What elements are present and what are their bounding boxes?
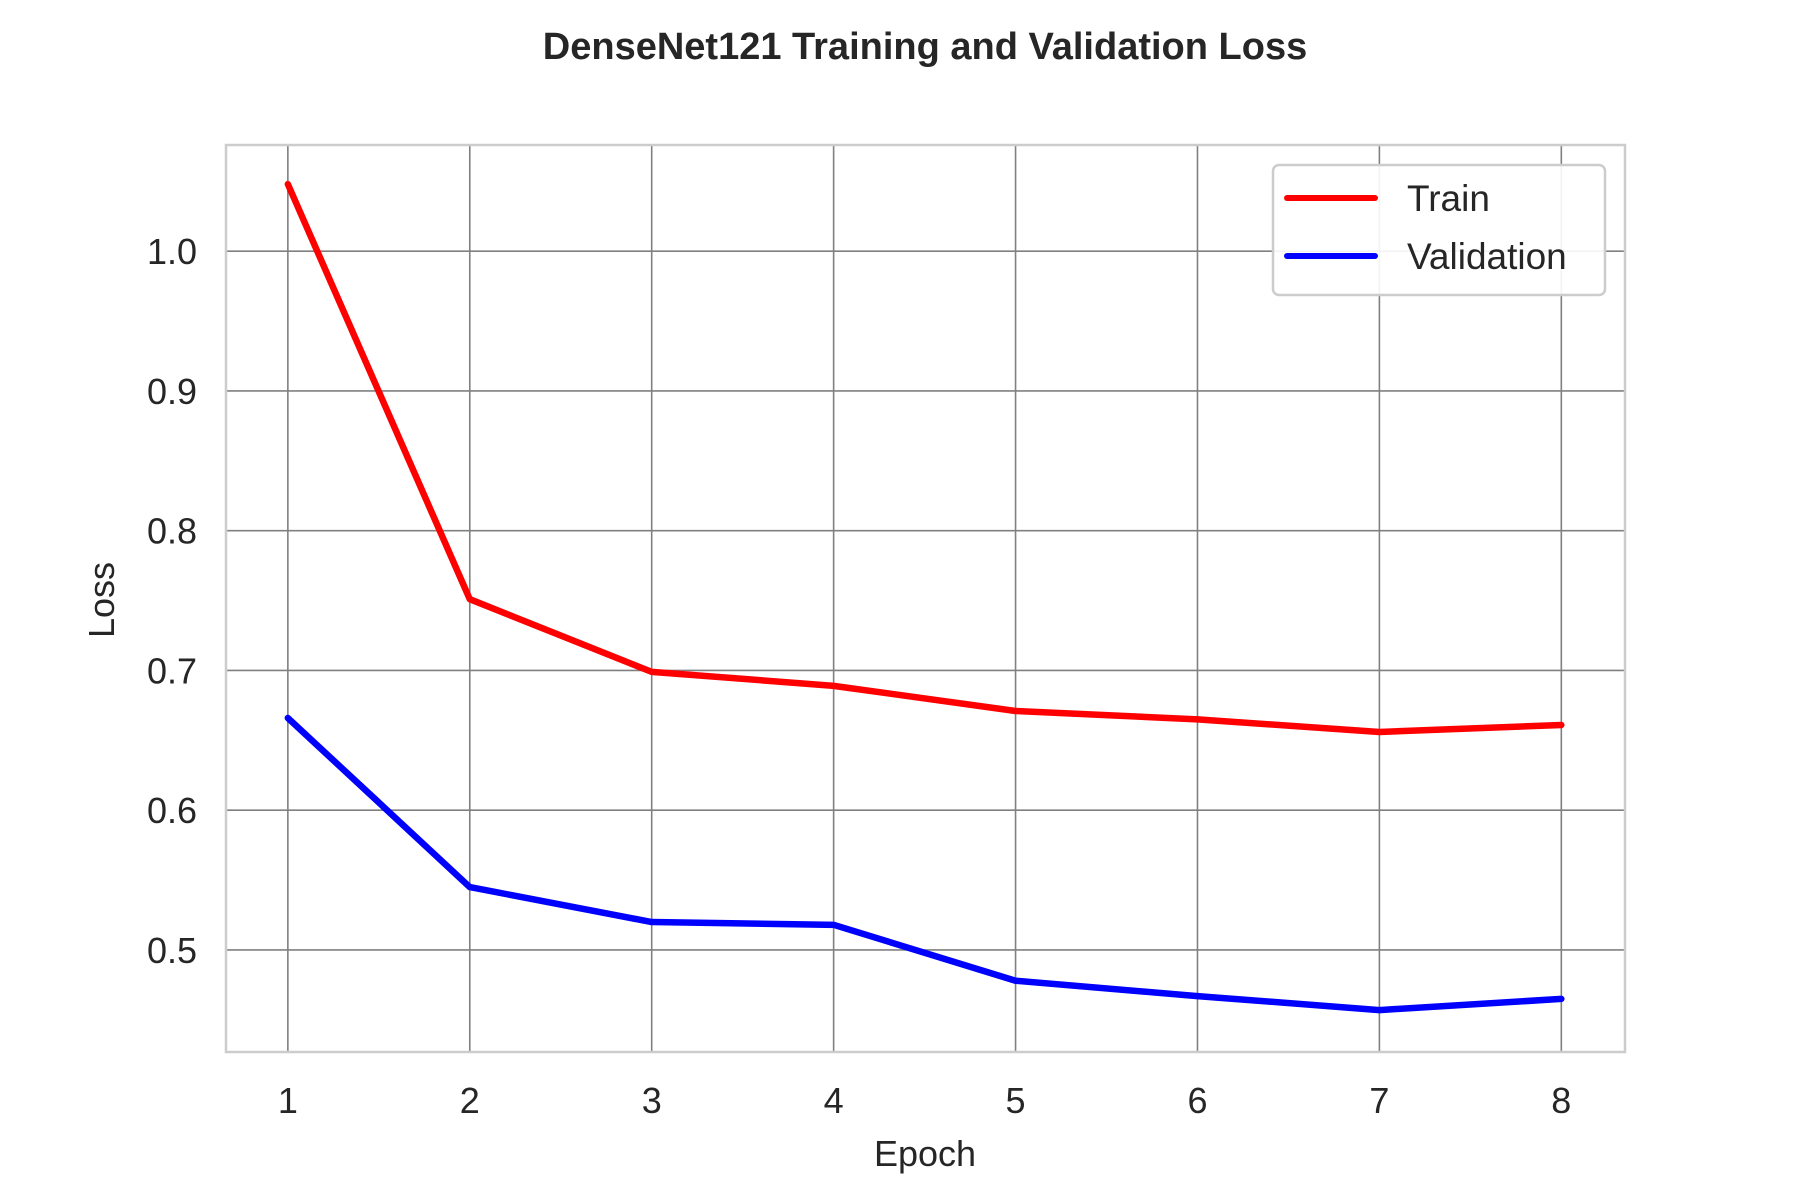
chart-title: DenseNet121 Training and Validation Loss (543, 26, 1307, 68)
x-tick-label: 7 (1369, 1080, 1389, 1121)
y-tick-label: 0.6 (147, 790, 197, 831)
y-tick-label: 1.0 (147, 231, 197, 272)
legend-label-validation: Validation (1407, 236, 1567, 277)
legend: Train Validation (1271, 163, 1607, 297)
x-tick-label: 1 (278, 1080, 298, 1121)
x-tick-label: 4 (824, 1080, 844, 1121)
y-tick-label: 0.8 (147, 511, 197, 552)
series-line-train (284, 180, 1565, 736)
y-tick-label: 0.5 (147, 930, 197, 971)
y-tick-label: 0.9 (147, 371, 197, 412)
y-axis-ticks: 0.5 0.6 0.7 0.8 0.9 1.0 (147, 231, 197, 971)
series-line-validation (284, 714, 1565, 1014)
x-tick-label: 8 (1551, 1080, 1571, 1121)
legend-label-train: Train (1407, 178, 1490, 219)
plot-frame (224, 143, 1627, 1054)
x-axis-ticks: 1 2 3 4 5 6 7 8 (278, 1080, 1572, 1121)
x-tick-label: 2 (460, 1080, 480, 1121)
y-tick-label: 0.7 (147, 650, 197, 691)
x-tick-label: 5 (1006, 1080, 1026, 1121)
x-axis-label: Epoch (874, 1133, 976, 1174)
x-tick-label: 3 (642, 1080, 662, 1121)
series-lines (284, 180, 1565, 1014)
y-axis-label: Loss (81, 562, 122, 638)
x-tick-label: 6 (1187, 1080, 1207, 1121)
